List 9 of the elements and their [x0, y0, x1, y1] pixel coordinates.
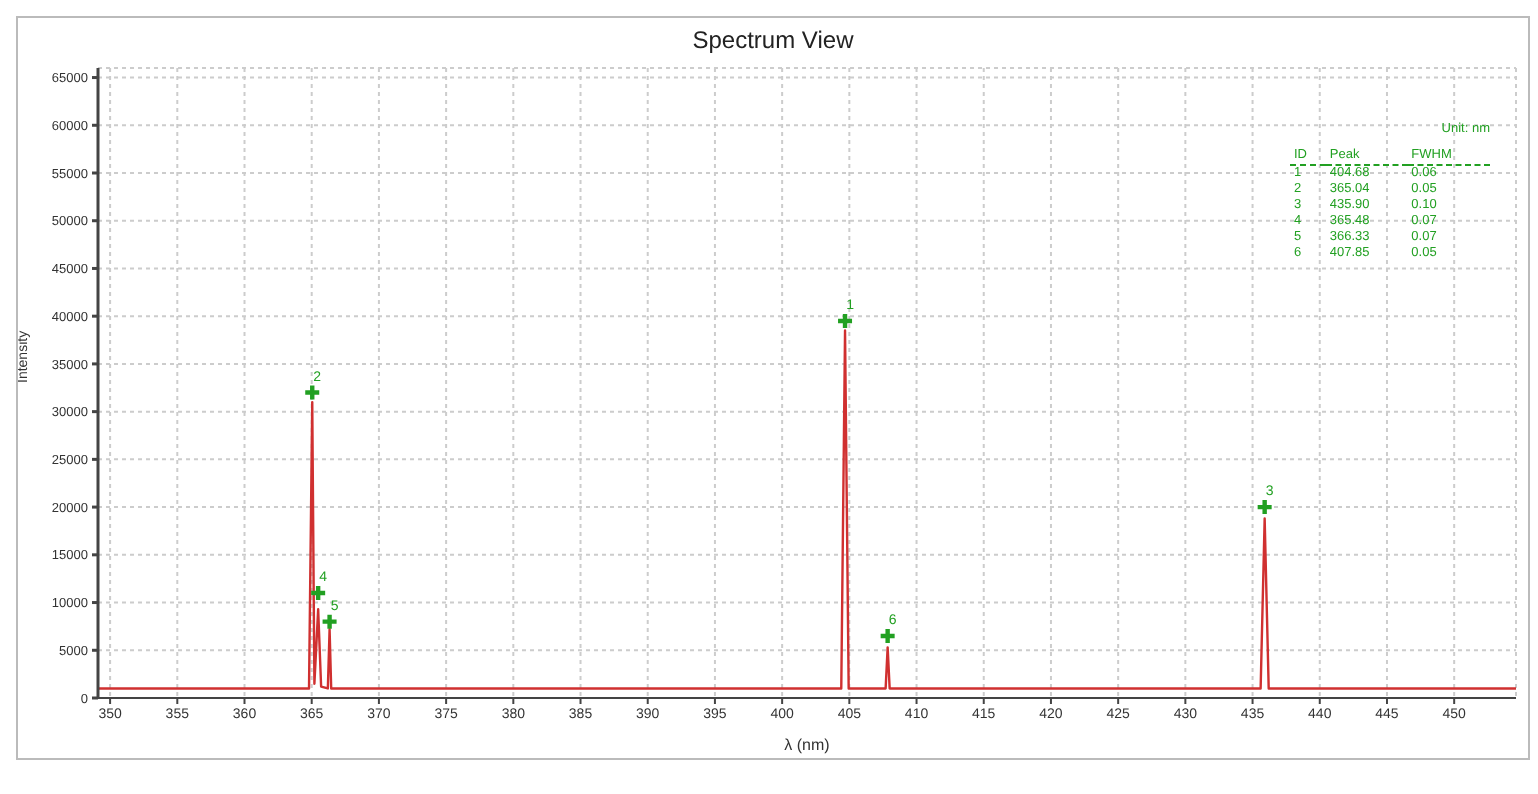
point [1255, 497, 1274, 517]
point [308, 583, 328, 603]
point [320, 612, 339, 631]
line-series [98, 329, 1516, 690]
point [835, 311, 855, 331]
point [878, 626, 897, 646]
point [303, 383, 322, 402]
chart-title: Spectrum View [690, 26, 856, 54]
x-axis-title: λ (nm) [784, 736, 831, 754]
